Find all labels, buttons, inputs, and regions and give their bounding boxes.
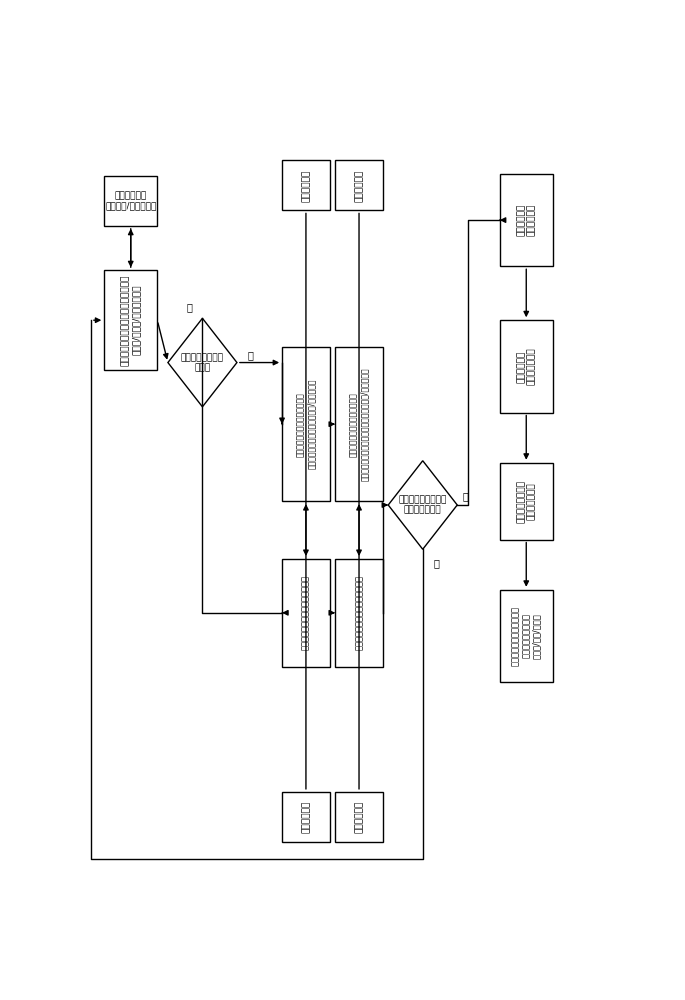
Text: 否: 否 [186, 302, 192, 312]
Bar [499, 590, 553, 682]
Bar [335, 792, 383, 842]
Text: 设定计算周期: 设定计算周期 [355, 801, 364, 833]
Polygon shape [168, 318, 237, 407]
Text: 否: 否 [433, 558, 439, 568]
Bar [335, 347, 383, 501]
Bar [282, 160, 329, 210]
Bar [335, 559, 383, 667]
Text: 根据复杂回路计算方法计算自控率: 根据复杂回路计算方法计算自控率 [301, 575, 310, 650]
Text: 根据单回路计算方法计算自控率
（计算周期内回路处于自控状态/计算周期）: 根据单回路计算方法计算自控率 （计算周期内回路处于自控状态/计算周期） [296, 379, 316, 469]
Text: 设定计算周期: 设定计算周期 [301, 801, 310, 833]
Bar [282, 559, 329, 667]
Text: 判断该装置全部回路
是否均计算完毕: 判断该装置全部回路 是否均计算完毕 [399, 495, 447, 515]
Bar [499, 174, 553, 266]
Text: 是: 是 [247, 350, 253, 360]
Text: 根据单回路计算方法计算平稳率
（计算周期内偏差设定值大于偏差值的时间/计算周期）: 根据单回路计算方法计算平稳率 （计算周期内偏差设定值大于偏差值的时间/计算周期） [349, 367, 369, 481]
Text: 设定计算周期: 设定计算周期 [301, 169, 310, 202]
Bar [499, 463, 553, 540]
Bar [282, 792, 329, 842]
Text: 设定计算周期: 设定计算周期 [355, 169, 364, 202]
Text: 是: 是 [462, 491, 468, 501]
Text: 获取待评价控制回路实时工作状态数据
（状态/偏差值/偏差设定值）: 获取待评价控制回路实时工作状态数据 （状态/偏差值/偏差设定值） [121, 275, 140, 366]
Bar [282, 347, 329, 501]
Text: 判断该回路是否为
单回路: 判断该回路是否为 单回路 [181, 353, 224, 372]
Polygon shape [388, 461, 457, 549]
Bar [104, 270, 158, 370]
Text: 设定回路基准
自控率和稳定率: 设定回路基准 自控率和稳定率 [516, 348, 536, 385]
Text: 实时计算装置整体
自控率和稳定率: 实时计算装置整体 自控率和稳定率 [516, 480, 536, 523]
Bar [104, 176, 158, 226]
Text: 匹配回路类型
（单回路/复杂回路）: 匹配回路类型 （单回路/复杂回路） [105, 191, 156, 211]
Bar [499, 320, 553, 413]
Text: 根据复杂回路计算方法计算平稳率: 根据复杂回路计算方法计算平稳率 [355, 575, 364, 650]
Text: 设定装置有效
控制回路总数: 设定装置有效 控制回路总数 [516, 204, 536, 236]
Text: 根据时间要求生成装置整体
自控率和稳定率报表
（日报/周报/月报）: 根据时间要求生成装置整体 自控率和稳定率报表 （日报/周报/月报） [511, 606, 541, 666]
Bar [335, 160, 383, 210]
